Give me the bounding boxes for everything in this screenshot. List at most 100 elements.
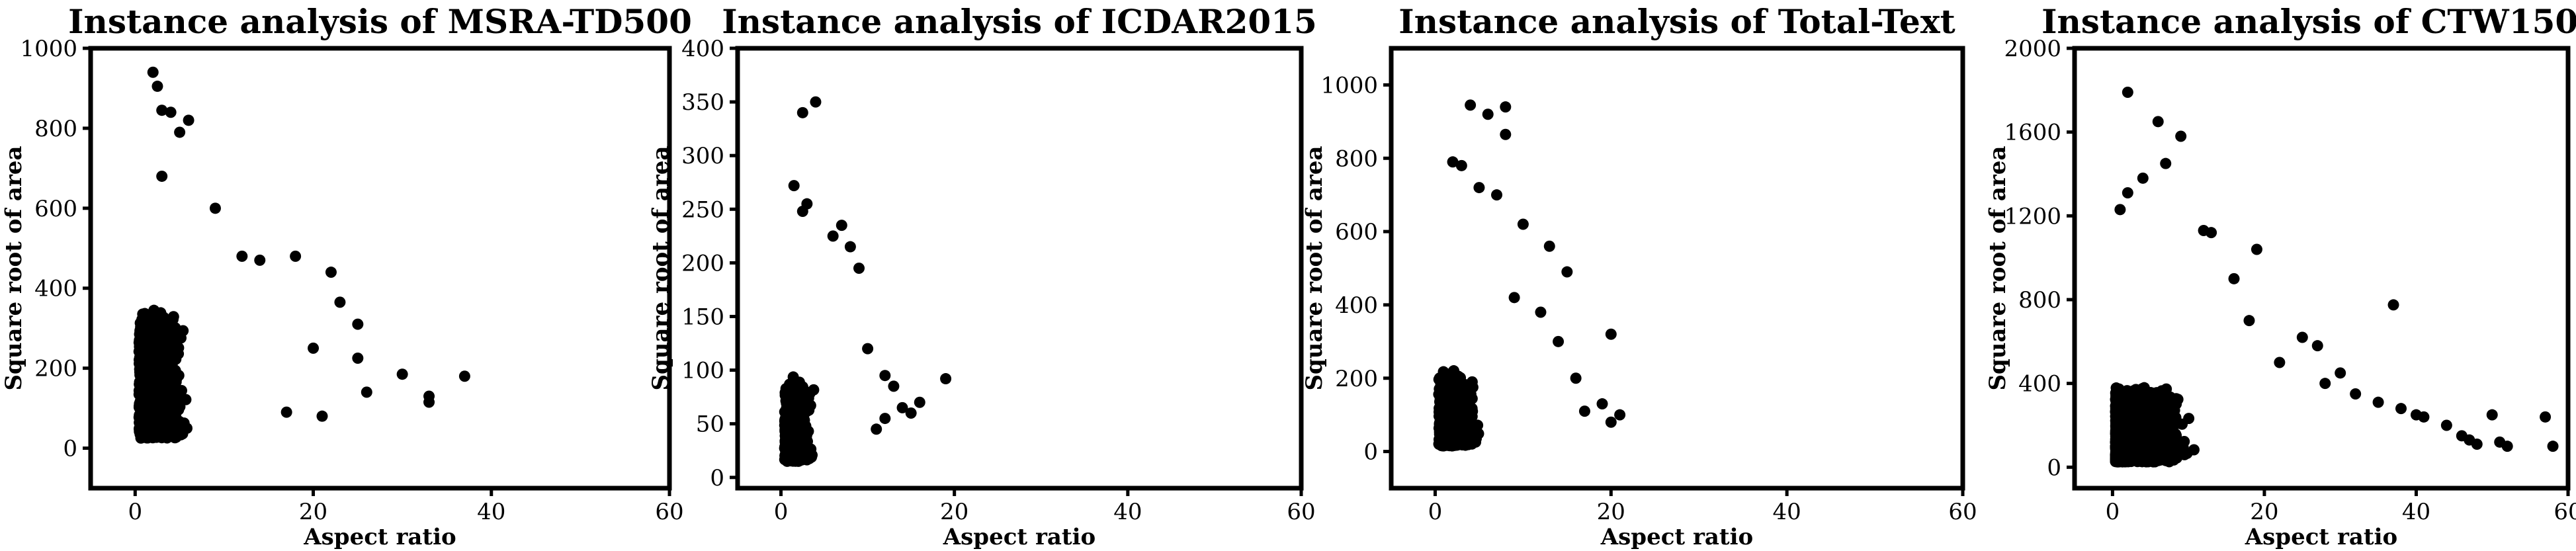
data-point: [156, 170, 168, 182]
data-point: [146, 404, 158, 416]
y-tick-label: 250: [681, 196, 724, 223]
x-tick-label: 40: [477, 499, 505, 525]
data-point: [183, 114, 194, 126]
data-point: [156, 105, 168, 116]
data-point: [325, 267, 337, 278]
data-point: [853, 263, 865, 274]
data-point: [150, 327, 162, 339]
chart-1: Instance analysis of MSRA-TD500 0 20 40 60 0 2…: [1, 2, 692, 550]
data-point: [871, 423, 882, 435]
y-tick-label: 50: [696, 411, 724, 438]
data-point: [914, 396, 925, 408]
chart-title: Instance analysis of MSRA-TD500: [68, 2, 692, 41]
data-point: [785, 412, 796, 424]
data-point: [827, 230, 839, 242]
data-point: [786, 384, 798, 396]
data-point: [940, 373, 952, 385]
data-point: [161, 432, 173, 444]
data-point: [142, 351, 154, 362]
data-point: [175, 429, 187, 441]
data-point: [802, 392, 814, 404]
data-point: [254, 254, 266, 266]
data-point: [137, 337, 149, 349]
x-tick-label: 60: [1287, 499, 1315, 525]
data-point: [896, 402, 908, 413]
data-point: [161, 334, 173, 346]
data-point: [786, 399, 798, 411]
data-point: [236, 250, 248, 262]
scatter-points: [133, 66, 470, 444]
y-tick-label: 0: [710, 465, 724, 491]
x-tick-label: 0: [774, 499, 789, 525]
data-point: [163, 360, 175, 372]
data-point: [144, 318, 156, 330]
data-point: [153, 390, 165, 402]
data-point: [170, 348, 182, 360]
data-point: [141, 420, 153, 432]
chart-title: Instance analysis of ICDAR2015: [722, 2, 1317, 41]
y-tick-label: 800: [34, 116, 77, 142]
data-point: [810, 96, 822, 108]
data-point: [165, 369, 177, 381]
data-point: [153, 411, 165, 423]
x-tick-label: 20: [299, 499, 327, 525]
data-point: [308, 342, 320, 354]
y-tick-label: 100: [681, 358, 724, 384]
data-point: [141, 384, 153, 396]
data-point: [174, 126, 186, 138]
data-point: [796, 106, 808, 118]
data-point: [794, 386, 806, 398]
scatter-points: [779, 96, 952, 467]
chart-title: Instance analysis of Total-Text: [1398, 2, 1955, 41]
x-tick-label: 40: [1113, 499, 1142, 525]
data-point: [147, 66, 159, 78]
data-point: [888, 380, 900, 392]
data-point: [793, 376, 805, 388]
data-point: [151, 352, 163, 364]
y-tick-label: 0: [63, 436, 77, 462]
x-tick-label: 60: [655, 499, 683, 525]
y-tick-label: 200: [681, 250, 724, 276]
y-axis-label: Square root of area: [1, 146, 27, 390]
data-point: [783, 450, 794, 462]
data-point: [280, 406, 292, 418]
scatter-points: [1433, 99, 1626, 452]
x-tick-label: 0: [128, 499, 142, 525]
data-point: [796, 206, 808, 218]
data-point: [361, 386, 372, 398]
chart-2: Instance analysis of ICDAR2015 0 20 40 60 0 50…: [648, 2, 1317, 550]
data-point: [352, 353, 364, 364]
data-point: [844, 241, 856, 253]
y-tick-label: 1000: [20, 36, 77, 62]
y-tick-label: 300: [681, 143, 724, 169]
data-point: [155, 366, 167, 378]
data-point: [352, 318, 364, 330]
data-point: [152, 376, 164, 388]
data-point: [290, 250, 302, 262]
data-point: [879, 413, 891, 425]
x-tick-label: 20: [940, 499, 968, 525]
data-point: [316, 410, 328, 422]
y-tick-label: 350: [681, 89, 724, 116]
data-point: [458, 370, 470, 382]
data-point: [144, 369, 155, 381]
data-point: [802, 425, 814, 437]
y-tick-label: 150: [681, 304, 724, 330]
data-point: [905, 407, 917, 419]
data-point: [423, 396, 435, 408]
data-point: [165, 106, 177, 118]
data-point: [796, 412, 808, 424]
x-axis-label: Aspect ratio: [943, 524, 1095, 550]
data-point: [166, 321, 178, 333]
data-point: [151, 80, 163, 92]
data-point: [788, 180, 800, 192]
y-tick-label: 400: [34, 276, 77, 302]
data-point: [209, 202, 221, 214]
data-point: [879, 370, 891, 382]
y-tick-label: 400: [681, 36, 724, 62]
data-point: [136, 362, 148, 374]
plot-frame: [88, 46, 672, 491]
data-point: [836, 220, 847, 232]
y-tick-label: 200: [34, 356, 77, 382]
